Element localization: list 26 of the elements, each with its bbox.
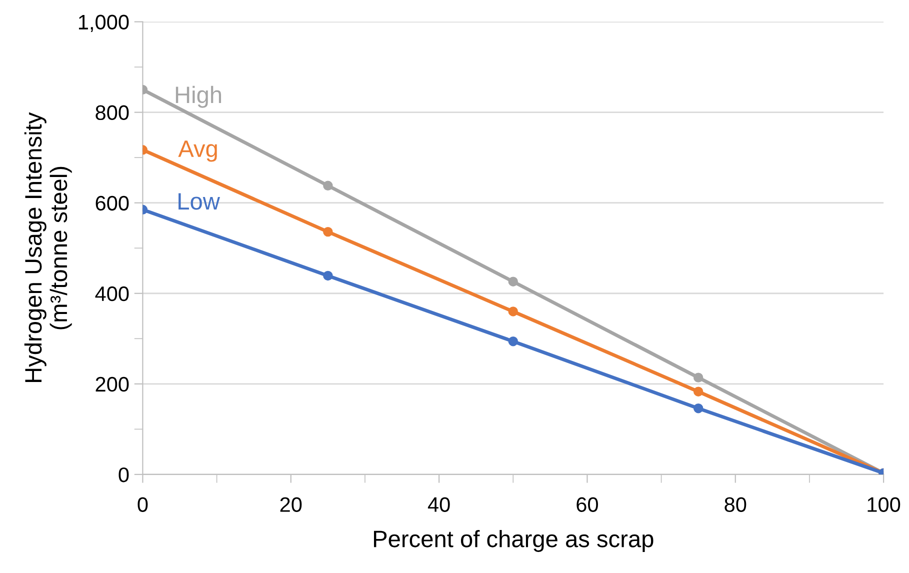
point [508,276,518,286]
series-label: Avg [178,140,217,162]
x-tick-label: 100 [868,497,900,512]
y-tick-label: 0 [118,467,129,482]
x-tick-label: 80 [724,497,746,512]
y-axis-title: Hydrogen Usage Intensity (m³/tonne steel) [24,112,72,382]
point [323,226,333,237]
x-tick-label: 0 [138,497,148,512]
y-tick-label: 600 [96,196,129,211]
x-tick-label: 60 [576,497,598,512]
y-tick-label: 1,000 [78,14,129,32]
point [323,180,333,190]
y-tick-label: 200 [96,376,129,392]
point [323,270,333,281]
point [508,336,518,346]
series-label: High [176,86,222,108]
point [693,372,704,382]
x-tick-label: 40 [428,497,450,512]
point [693,403,704,414]
point [508,306,518,316]
series-label: Low [178,193,220,210]
y-tick-label: 400 [95,286,129,302]
point [693,386,704,396]
y-tick-label: 800 [96,105,129,120]
x-tick-label: 20 [280,497,302,512]
x-axis-title: Percent of charge as scrap [374,530,654,552]
